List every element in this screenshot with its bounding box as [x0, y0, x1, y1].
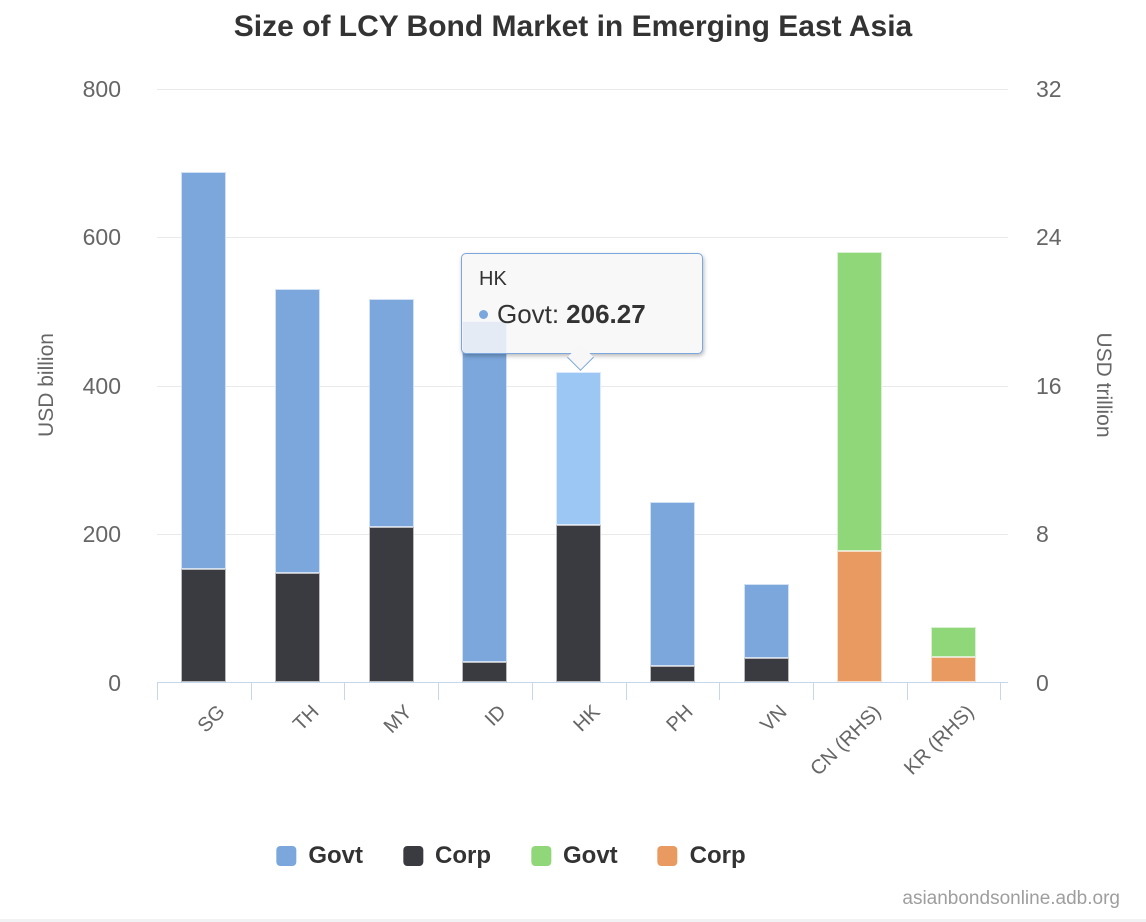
bar-segment-corp[interactable] — [275, 573, 321, 683]
bar-vn[interactable] — [743, 583, 789, 683]
y-axis-left-label-400: 400 — [82, 372, 121, 399]
gridline-600 — [157, 237, 1008, 238]
legend-item-corp-3[interactable]: Corp — [657, 842, 746, 869]
tooltip-series-label: Govt — [497, 299, 552, 329]
bar-segment-govt[interactable] — [556, 371, 602, 526]
bar-segment-corp[interactable] — [930, 656, 976, 683]
x-axis-tick — [438, 683, 440, 700]
series-marker-icon — [479, 310, 488, 319]
x-axis-tick — [906, 683, 908, 700]
legend-swatch-icon — [531, 846, 551, 866]
watermark: asianbondsonline.adb.org — [902, 888, 1120, 909]
bar-segment-govt[interactable] — [743, 583, 789, 658]
bar-segment-govt[interactable] — [368, 298, 414, 527]
y-axis-left-label-800: 800 — [82, 75, 121, 102]
bar-segment-corp[interactable] — [837, 550, 883, 683]
tooltip-separator: : — [551, 299, 560, 329]
bar-segment-govt[interactable] — [649, 502, 695, 667]
x-axis-tick — [157, 683, 158, 700]
legend-label: Govt — [563, 842, 618, 869]
bar-hk[interactable] — [556, 371, 602, 683]
y-axis-left-label-0: 0 — [108, 669, 121, 696]
y-axis-right-label-0: 0 — [1036, 669, 1049, 696]
legend-swatch-icon — [657, 846, 678, 866]
bar-ph[interactable] — [649, 502, 695, 683]
tooltip-value: 206.27 — [566, 299, 646, 329]
bar-segment-govt[interactable] — [930, 626, 976, 657]
legend-swatch-icon — [276, 846, 297, 866]
y-axis-right-label-8: 8 — [1036, 521, 1049, 547]
legend-label: Corp — [435, 842, 491, 869]
bar-sg[interactable] — [181, 171, 227, 683]
bar-kr-rhs-[interactable] — [930, 626, 976, 683]
tooltip-row: Govt: 206.27 — [479, 299, 685, 330]
bar-segment-govt[interactable] — [837, 251, 883, 551]
x-axis-tick — [531, 683, 533, 700]
legend-swatch-icon — [403, 846, 423, 866]
x-axis-tick — [250, 683, 252, 700]
x-axis-tick — [625, 683, 627, 700]
bar-segment-govt[interactable] — [181, 171, 227, 569]
tooltip-category: HK — [479, 268, 507, 290]
legend-label: Corp — [689, 842, 746, 869]
legend-item-govt-2[interactable]: Govt — [531, 843, 618, 869]
x-axis-tick — [719, 683, 721, 700]
x-axis-tick — [812, 683, 814, 700]
x-axis-tick — [344, 683, 346, 700]
y-axis-left-label-600: 600 — [82, 224, 121, 250]
y-axis-right-label-32: 32 — [1036, 75, 1062, 102]
tooltip: HK Govt: 206.27 — [461, 253, 703, 371]
gridline-800 — [157, 88, 1008, 90]
legend: Govt Corp Govt Corp — [276, 842, 746, 869]
bar-id[interactable] — [462, 320, 508, 683]
legend-item-govt-0[interactable]: Govt — [276, 843, 363, 869]
legend-label: Govt — [308, 842, 363, 869]
y-axis-title-left: USD billion — [35, 333, 58, 437]
bar-th[interactable] — [275, 288, 321, 683]
x-axis-line — [157, 682, 1008, 683]
bar-segment-govt[interactable] — [462, 320, 508, 663]
y-axis-title-right: USD trillion — [1092, 332, 1115, 438]
bar-segment-corp[interactable] — [556, 525, 602, 683]
bar-segment-corp[interactable] — [743, 657, 789, 683]
tooltip-callout-arrow — [567, 344, 594, 371]
bottom-divider — [0, 919, 1146, 922]
bar-segment-corp[interactable] — [368, 526, 414, 683]
bar-segment-corp[interactable] — [181, 568, 227, 683]
x-axis-tick — [1000, 683, 1002, 700]
bar-my[interactable] — [368, 298, 414, 683]
y-axis-right-label-24: 24 — [1036, 224, 1062, 250]
y-axis-right-label-16: 16 — [1036, 372, 1062, 399]
chart-title: Size of LCY Bond Market in Emerging East… — [233, 10, 913, 43]
bar-segment-corp[interactable] — [462, 662, 508, 683]
bar-segment-corp[interactable] — [649, 666, 695, 683]
bar-cn-rhs-[interactable] — [837, 251, 883, 683]
bar-segment-govt[interactable] — [275, 288, 321, 574]
y-axis-left-label-200: 200 — [82, 521, 121, 547]
legend-item-corp-1[interactable]: Corp — [403, 843, 491, 869]
